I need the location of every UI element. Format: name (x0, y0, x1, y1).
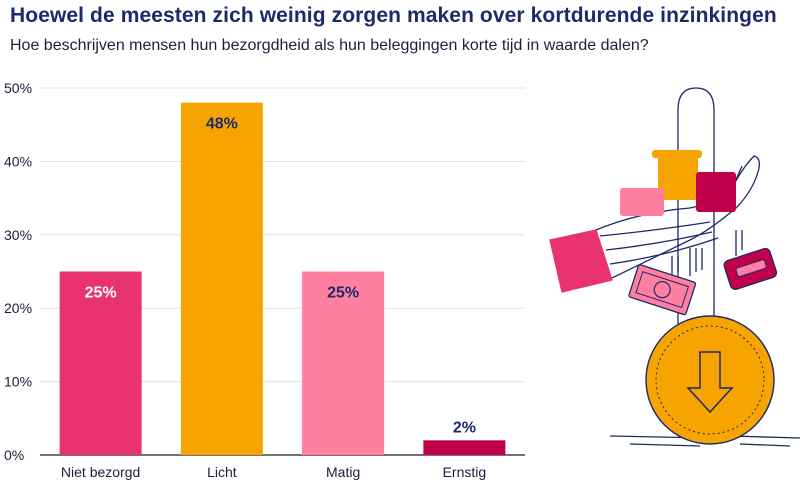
y-tick-label: 50% (4, 80, 32, 96)
y-tick-label: 30% (4, 227, 32, 243)
bar (302, 271, 385, 455)
x-tick-label: Ernstig (443, 464, 487, 480)
y-tick-label: 0% (4, 447, 24, 463)
bar (180, 102, 263, 456)
x-tick-label: Niet bezorgd (61, 464, 140, 480)
bar (423, 440, 506, 455)
data-label: 25% (327, 285, 359, 302)
y-tick-label: 10% (4, 374, 32, 390)
bar (59, 271, 142, 455)
bar-chart: 0% 10% 20% 30% 40% 50% 25% Niet bezorgd 48% Licht… (4, 80, 525, 480)
y-tick-label: 20% (4, 300, 32, 316)
chart-subtitle: Hoe beschrijven mensen hun bezorgdheid a… (10, 37, 649, 54)
y-tick-label: 40% (4, 153, 32, 169)
x-tick-label: Licht (207, 464, 237, 480)
hand-dropping-money-icon (549, 87, 801, 447)
chart-title: Hoewel de meesten zich weinig zorgen mak… (10, 4, 777, 27)
data-label: 25% (85, 285, 117, 302)
data-label: 2% (453, 419, 476, 436)
x-tick-label: Matig (326, 464, 360, 480)
data-label: 48% (206, 116, 238, 133)
